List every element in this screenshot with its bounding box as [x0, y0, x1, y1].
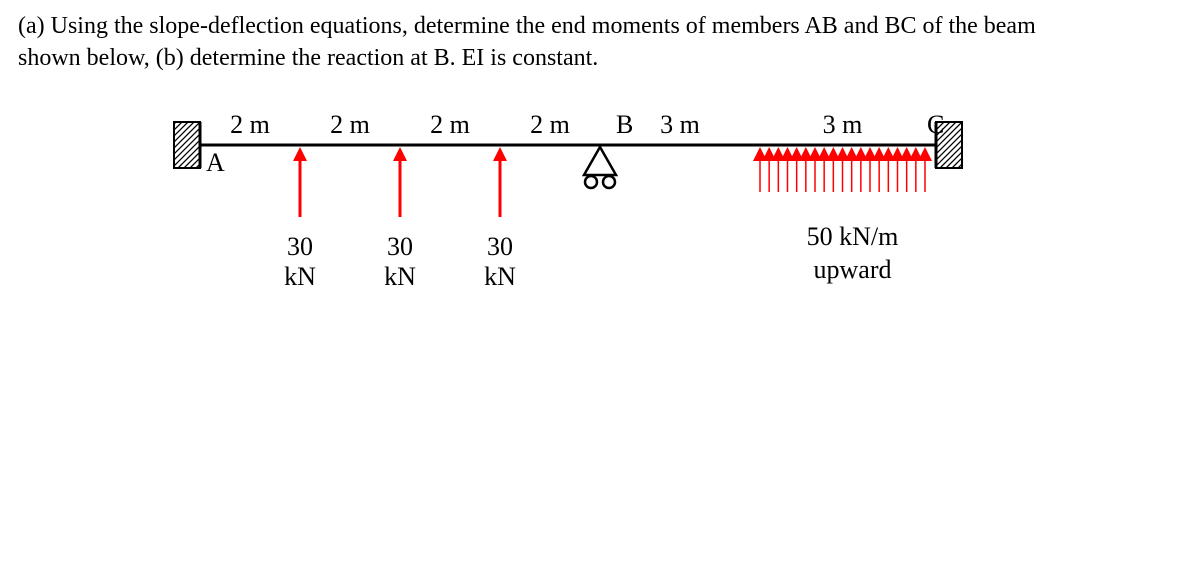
svg-text:2 m: 2 m	[330, 110, 370, 139]
beam-svg: 2 m2 m2 m2 m3 m3 mABC30kN30kN30kN50 kN/m…	[170, 100, 970, 360]
beam-diagram: 2 m2 m2 m2 m3 m3 mABC30kN30kN30kN50 kN/m…	[170, 100, 970, 360]
svg-text:upward: upward	[814, 255, 892, 284]
svg-text:3 m: 3 m	[823, 110, 863, 139]
svg-text:B: B	[616, 110, 633, 139]
svg-text:kN: kN	[284, 262, 316, 291]
svg-text:C: C	[927, 110, 944, 139]
svg-text:3 m: 3 m	[660, 110, 700, 139]
svg-text:2 m: 2 m	[530, 110, 570, 139]
svg-text:kN: kN	[484, 262, 516, 291]
svg-text:30: 30	[387, 232, 413, 261]
svg-text:2 m: 2 m	[230, 110, 270, 139]
svg-text:A: A	[206, 148, 225, 177]
svg-text:kN: kN	[384, 262, 416, 291]
problem-line2: shown below, (b) determine the reaction …	[18, 45, 598, 71]
svg-text:30: 30	[287, 232, 313, 261]
problem-line1: (a) Using the slope-deflection equations…	[18, 13, 1036, 39]
svg-text:2 m: 2 m	[430, 110, 470, 139]
problem-statement: (a) Using the slope-deflection equations…	[18, 10, 1138, 75]
svg-text:50 kN/m: 50 kN/m	[807, 222, 899, 251]
svg-text:30: 30	[487, 232, 513, 261]
